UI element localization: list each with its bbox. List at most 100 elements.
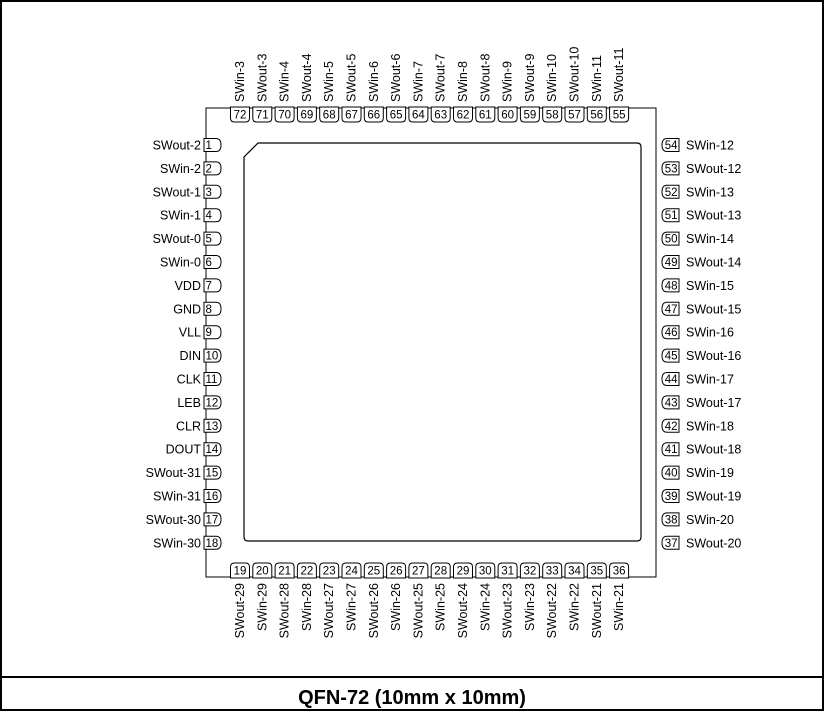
pin-number: 66 bbox=[367, 110, 380, 122]
pin-pad-top bbox=[586, 106, 607, 123]
pin-pad-right bbox=[661, 325, 680, 340]
pin-pad-bottom bbox=[252, 562, 273, 579]
pin-pad-right bbox=[661, 418, 680, 433]
pin-number: 63 bbox=[434, 110, 447, 122]
pin-pad-right bbox=[661, 395, 680, 410]
pin-label: SWin-29 bbox=[255, 583, 269, 631]
pin-label: SWout-3 bbox=[255, 54, 269, 102]
pin-pad-bottom bbox=[363, 562, 384, 579]
pin-pad-left bbox=[203, 301, 222, 316]
pin-pad-left bbox=[203, 325, 222, 340]
pin-number: 22 bbox=[301, 566, 314, 578]
pin-number: 4 bbox=[206, 210, 213, 222]
pin-pad-left bbox=[203, 512, 222, 527]
pin-label: SWin-27 bbox=[345, 583, 359, 631]
pin-pad-top bbox=[386, 106, 407, 123]
pin-pad-bottom bbox=[230, 562, 250, 579]
pin-label: SWin-31 bbox=[153, 490, 201, 504]
pin-label: SWin-4 bbox=[278, 61, 292, 102]
pin-pad-bottom bbox=[453, 562, 473, 579]
pin-label: SWout-17 bbox=[686, 396, 741, 410]
pin-number: 37 bbox=[665, 538, 678, 550]
pin-number: 34 bbox=[568, 566, 581, 578]
pin-number: 19 bbox=[234, 566, 247, 578]
pin-number: 68 bbox=[323, 110, 336, 122]
pin-label: SWout-9 bbox=[523, 54, 537, 102]
pin-label: SWin-16 bbox=[686, 326, 734, 340]
pin-pad-left bbox=[203, 161, 222, 176]
pin-label: SWout-30 bbox=[146, 513, 201, 527]
pin-pad-top bbox=[609, 106, 630, 123]
pin-pad-right bbox=[661, 208, 680, 223]
pin-pad-right bbox=[661, 442, 680, 457]
pin-pad-bottom bbox=[519, 562, 540, 579]
pin-number: 52 bbox=[665, 187, 678, 199]
pin-number: 71 bbox=[256, 110, 269, 122]
pin-label: SWout-14 bbox=[686, 256, 741, 270]
pin-label: SWout-1 bbox=[153, 185, 201, 199]
pin-pad-left bbox=[203, 442, 222, 457]
pin-pad-top bbox=[274, 106, 295, 123]
pin-number: 44 bbox=[665, 374, 678, 386]
pin-number: 12 bbox=[206, 397, 219, 409]
pin-number: 53 bbox=[665, 163, 678, 175]
pin-number: 24 bbox=[345, 566, 358, 578]
pin-label: SWin-15 bbox=[686, 279, 734, 293]
pin-label: SWout-10 bbox=[568, 47, 582, 102]
pin-label: CLR bbox=[176, 419, 201, 433]
pin-label: SWout-12 bbox=[686, 162, 741, 176]
pin-label: SWout-0 bbox=[153, 232, 201, 246]
pin-label: SWout-26 bbox=[367, 583, 381, 638]
pin-label: SWin-13 bbox=[686, 185, 734, 199]
pin-label: SWin-14 bbox=[686, 232, 734, 246]
pin-label: SWout-27 bbox=[322, 583, 336, 638]
pin-pad-top bbox=[319, 106, 340, 123]
pin-label: SWout-6 bbox=[389, 54, 403, 102]
pin-pad-right bbox=[661, 512, 680, 527]
pin-pad-bottom bbox=[475, 562, 496, 579]
pin-number: 49 bbox=[665, 257, 678, 269]
pin-number: 29 bbox=[457, 566, 470, 578]
pin-number: 20 bbox=[256, 566, 269, 578]
pin-pad-left bbox=[203, 535, 222, 550]
pin-label: SWin-9 bbox=[501, 61, 515, 102]
pin-pad-bottom bbox=[296, 562, 317, 579]
pin-label: SWout-19 bbox=[686, 490, 741, 504]
pin-label: SWin-2 bbox=[160, 162, 201, 176]
pin-label: SWout-15 bbox=[686, 302, 741, 316]
pin-number: 25 bbox=[367, 566, 380, 578]
pin-pad-top bbox=[430, 106, 451, 123]
pin-number: 16 bbox=[206, 491, 219, 503]
pin-number: 5 bbox=[206, 234, 212, 246]
pin-number: 54 bbox=[665, 140, 678, 152]
pin-label: SWout-21 bbox=[590, 583, 604, 638]
pin-pad-bottom bbox=[319, 562, 340, 579]
pin-number: 3 bbox=[206, 187, 212, 199]
pin-number: 9 bbox=[206, 327, 212, 339]
pin-label: SWout-29 bbox=[233, 583, 247, 638]
pin-pad-bottom bbox=[542, 562, 563, 579]
pin-label: SWout-18 bbox=[686, 443, 741, 457]
pin-pad-top bbox=[453, 106, 473, 123]
pin-pad-bottom bbox=[341, 562, 362, 579]
pin-label: SWin-17 bbox=[686, 373, 734, 387]
pin-pad-right bbox=[661, 255, 680, 269]
pin-number: 26 bbox=[390, 566, 403, 578]
pin-number: 60 bbox=[501, 110, 514, 122]
pin-number: 13 bbox=[206, 421, 219, 433]
pin-pad-left bbox=[203, 278, 222, 293]
pin-pad-right bbox=[661, 301, 680, 316]
pin-number: 14 bbox=[206, 444, 219, 456]
pin-label: SWout-25 bbox=[411, 583, 425, 638]
pin-number: 47 bbox=[665, 304, 678, 316]
pin-pad-left bbox=[203, 184, 222, 199]
pin-label: SWin-1 bbox=[160, 209, 201, 223]
pin-label: SWin-11 bbox=[590, 55, 604, 102]
pin-label: SWin-5 bbox=[322, 61, 336, 102]
pin-pad-top bbox=[252, 106, 273, 123]
pin-number: 21 bbox=[278, 566, 291, 578]
pin-label: SWout-31 bbox=[146, 466, 201, 480]
pin-label: SWin-18 bbox=[686, 419, 734, 433]
pin-number: 8 bbox=[206, 304, 212, 316]
pin-number: 10 bbox=[206, 351, 219, 363]
